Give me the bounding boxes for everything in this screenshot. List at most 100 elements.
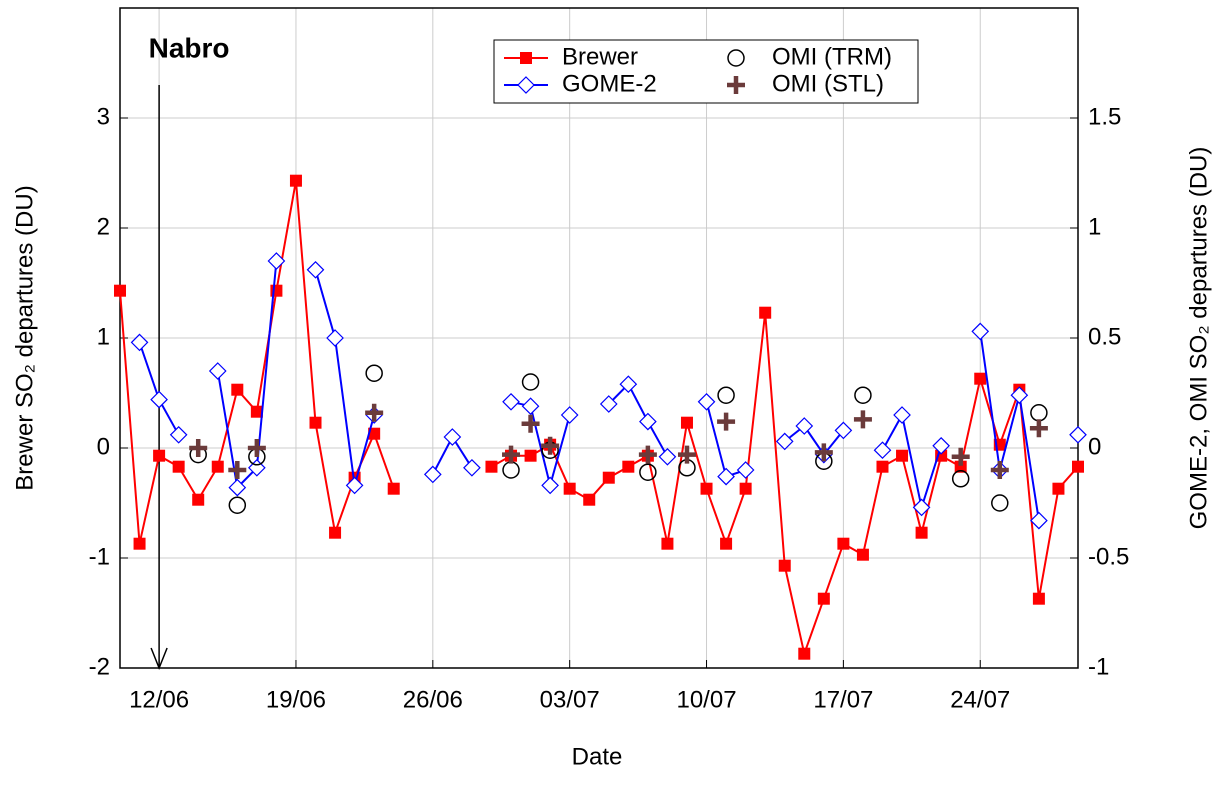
marker — [153, 449, 166, 462]
marker — [228, 478, 247, 497]
marker — [485, 460, 498, 473]
marker — [583, 493, 596, 506]
annotation-arrowhead — [150, 647, 168, 671]
annotation: Nabro — [149, 32, 230, 63]
plot-frame — [119, 7, 1079, 669]
marker — [854, 386, 872, 404]
legend-label: OMI (STL) — [772, 70, 884, 97]
marker — [326, 329, 344, 347]
marker — [778, 559, 791, 572]
marker — [130, 333, 149, 352]
marker — [250, 405, 263, 418]
marker — [991, 494, 1009, 512]
marker — [834, 421, 853, 440]
marker — [267, 252, 286, 270]
y2-tick-label: 0.5 — [1088, 323, 1121, 350]
x-tick-label: 10/07 — [676, 686, 736, 713]
marker — [932, 436, 950, 455]
legend-label: OMI (TRM) — [772, 43, 892, 70]
marker — [1010, 386, 1029, 405]
marker — [639, 463, 657, 481]
marker — [798, 647, 811, 660]
marker — [309, 416, 322, 429]
marker — [231, 383, 244, 396]
marker — [387, 482, 400, 495]
marker — [954, 460, 967, 473]
marker — [1069, 425, 1087, 444]
marker — [208, 362, 227, 380]
marker — [563, 482, 576, 495]
marker — [423, 465, 442, 484]
marker — [893, 406, 911, 424]
marker — [856, 548, 869, 561]
marker — [817, 592, 830, 605]
marker — [915, 526, 928, 539]
marker — [172, 460, 185, 473]
marker — [521, 414, 540, 433]
marker — [228, 461, 247, 479]
marker — [502, 445, 521, 464]
marker — [329, 526, 342, 539]
y2-tick-label: 0 — [1088, 433, 1101, 460]
marker — [192, 493, 205, 506]
y2-axis-label: GOME-2, OMI SO₂ departures (DU) — [1185, 147, 1212, 530]
marker — [639, 412, 657, 431]
marker — [638, 445, 657, 464]
y-tick-label: -2 — [89, 653, 110, 680]
marker — [720, 537, 733, 550]
marker — [697, 392, 716, 411]
marker — [228, 496, 247, 514]
marker — [541, 436, 560, 455]
marker — [739, 482, 752, 495]
legend-label: GOME-2 — [562, 70, 657, 97]
marker — [717, 412, 736, 431]
marker — [971, 322, 990, 341]
marker — [951, 470, 970, 488]
marker — [680, 416, 693, 429]
legend-label: Brewer — [562, 43, 638, 70]
marker — [247, 439, 266, 457]
marker — [114, 284, 126, 297]
marker — [289, 174, 302, 187]
marker — [677, 445, 696, 464]
x-tick-label: 24/07 — [950, 686, 1010, 713]
x-tick-label: 26/06 — [403, 686, 463, 713]
marker — [727, 49, 745, 67]
marker — [133, 537, 146, 550]
y-tick-label: 2 — [97, 213, 110, 240]
marker — [368, 427, 381, 440]
marker — [560, 406, 579, 424]
y2-tick-label: -0.5 — [1088, 543, 1129, 570]
y-tick-label: 1 — [97, 323, 110, 350]
marker — [876, 460, 889, 473]
marker — [150, 390, 168, 409]
y-axis-label: Brewer SO₂ departures (DU) — [11, 185, 38, 490]
marker — [345, 476, 364, 495]
y2-tick-label: 1.5 — [1088, 103, 1121, 130]
marker — [1032, 592, 1045, 605]
marker — [622, 460, 635, 473]
y-tick-label: -1 — [89, 543, 110, 570]
marker — [974, 372, 987, 385]
marker — [896, 449, 909, 462]
marker — [853, 410, 872, 429]
marker — [524, 449, 537, 462]
marker — [661, 537, 674, 550]
x-tick-label: 19/06 — [266, 686, 326, 713]
x-axis-label: Date — [572, 743, 623, 770]
marker — [700, 482, 713, 495]
x-tick-label: 12/06 — [129, 686, 189, 713]
marker — [1030, 404, 1048, 422]
marker — [463, 458, 481, 477]
marker — [795, 417, 814, 435]
marker — [951, 447, 970, 466]
marker — [619, 375, 638, 394]
marker — [1029, 419, 1048, 438]
marker — [502, 461, 520, 479]
marker — [717, 386, 735, 404]
marker — [365, 364, 383, 382]
y-tick-label: 0 — [97, 433, 110, 460]
marker — [599, 395, 618, 413]
marker — [736, 461, 755, 479]
